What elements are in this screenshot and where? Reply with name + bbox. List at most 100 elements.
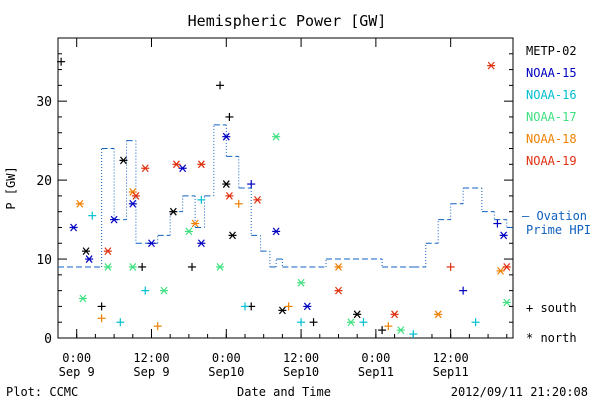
plot-credit: Plot: CCMC bbox=[6, 385, 78, 399]
x-tick-date: Sep 9 bbox=[133, 365, 169, 379]
noaa-16-south-point bbox=[240, 302, 249, 311]
noaa-15-north-point bbox=[272, 227, 281, 236]
x-tick-date: Sep10 bbox=[283, 365, 319, 379]
noaa-19-north-point bbox=[390, 310, 399, 319]
plot-timestamp: 2012/09/11 21:20:08 bbox=[451, 385, 588, 399]
x-tick-date: Sep 9 bbox=[59, 365, 95, 379]
noaa-16-south-point bbox=[359, 318, 368, 327]
noaa-19-north-point bbox=[334, 286, 343, 295]
noaa-17-north-point bbox=[103, 263, 112, 271]
noaa-17-north-point bbox=[297, 278, 306, 287]
noaa-17-north-point bbox=[502, 298, 511, 307]
metp-02-north-point bbox=[228, 231, 237, 240]
hpi-legend-line2: Prime HPI bbox=[526, 223, 591, 237]
legend-noaa-16: NOAA-16 bbox=[526, 88, 577, 102]
noaa-15-north-point bbox=[222, 132, 231, 141]
noaa-15-north-point bbox=[499, 231, 508, 240]
x-tick-time: 0:00 bbox=[212, 351, 241, 365]
noaa-18-south-point bbox=[97, 314, 106, 323]
noaa-19-north-point bbox=[131, 192, 140, 200]
noaa-15-north-point bbox=[69, 223, 78, 232]
noaa-18-south-point bbox=[153, 322, 162, 331]
metp-02-north-point bbox=[222, 180, 231, 188]
noaa-15-north-point bbox=[147, 239, 156, 248]
noaa-19-north-point bbox=[487, 61, 496, 70]
noaa-15-north-point bbox=[303, 302, 312, 311]
legend-noaa-17: NOAA-17 bbox=[526, 110, 577, 124]
x-tick-date: Sep11 bbox=[433, 365, 469, 379]
legend-metp-02: METP-02 bbox=[526, 44, 577, 58]
legend-noaa-15: NOAA-15 bbox=[526, 66, 577, 80]
noaa-17-north-point bbox=[159, 286, 168, 295]
metp-02-south-point bbox=[309, 318, 318, 327]
plot-frame bbox=[57, 37, 514, 339]
noaa-15-south-point bbox=[493, 219, 502, 228]
x-tick-time: 12:00 bbox=[283, 351, 319, 365]
legend-noaa-18: NOAA-18 bbox=[526, 132, 577, 146]
y-tick-label: 0 bbox=[44, 332, 52, 347]
noaa-15-north-point bbox=[110, 215, 119, 224]
data-points bbox=[57, 57, 511, 339]
x-tick-time: 0:00 bbox=[361, 351, 390, 365]
metp-02-south-point bbox=[57, 57, 66, 66]
noaa-19-north-point bbox=[502, 263, 511, 271]
noaa-15-north-point bbox=[85, 255, 94, 263]
noaa-18-north-point bbox=[128, 188, 137, 196]
metp-02-south-point bbox=[225, 112, 234, 121]
south-legend: + south bbox=[526, 301, 577, 315]
noaa-18-north-point bbox=[434, 310, 443, 319]
x-tick-time: 0:00 bbox=[62, 351, 91, 365]
noaa-16-south-point bbox=[297, 318, 306, 327]
noaa-15-north-point bbox=[178, 164, 187, 173]
metp-02-south-point bbox=[188, 262, 197, 271]
metp-02-north-point bbox=[82, 247, 91, 256]
noaa-16-south-point bbox=[409, 330, 418, 339]
noaa-19-north-point bbox=[172, 160, 181, 169]
metp-02-south-point bbox=[138, 262, 147, 271]
y-axis-label: P [GW] bbox=[4, 166, 18, 209]
metp-02-south-point bbox=[378, 326, 387, 335]
x-axis-label: Date and Time bbox=[237, 385, 331, 399]
ovation-hpi-series bbox=[58, 124, 513, 268]
x-tick-time: 12:00 bbox=[433, 351, 469, 365]
noaa-18-north-point bbox=[75, 199, 84, 208]
noaa-18-north-point bbox=[334, 263, 343, 271]
north-legend: * north bbox=[526, 331, 577, 345]
noaa-18-south-point bbox=[384, 322, 393, 331]
noaa-18-south-point bbox=[284, 302, 293, 311]
chart-title: Hemispheric Power [GW] bbox=[188, 12, 387, 30]
noaa-19-north-point bbox=[103, 247, 112, 256]
y-tick-label: 10 bbox=[36, 253, 52, 268]
y-axis: 0 10 20 30 bbox=[36, 37, 513, 347]
noaa-17-north-point bbox=[346, 318, 355, 327]
noaa-18-south-point bbox=[234, 199, 243, 208]
noaa-19-north-point bbox=[253, 195, 262, 204]
noaa-18-north-point bbox=[496, 267, 505, 275]
noaa-19-north-point bbox=[197, 160, 206, 169]
metp-02-south-point bbox=[216, 81, 225, 90]
noaa-19-north-point bbox=[225, 192, 234, 200]
x-tick-time: 12:00 bbox=[133, 351, 169, 365]
noaa-16-south-point bbox=[116, 318, 125, 327]
noaa-17-north-point bbox=[78, 294, 87, 303]
y-tick-label: 20 bbox=[36, 174, 52, 189]
noaa-16-south-point bbox=[471, 318, 480, 327]
legend: METP-02 NOAA-15 NOAA-16 NOAA-17 NOAA-18 NOAA-… bbox=[526, 44, 577, 168]
noaa-19-north-point bbox=[141, 164, 150, 173]
y-tick-label: 30 bbox=[36, 95, 52, 110]
noaa-17-north-point bbox=[396, 326, 405, 334]
metp-02-south-point bbox=[97, 302, 106, 311]
metp-02-north-point bbox=[353, 310, 362, 319]
noaa-19-south-point bbox=[446, 262, 455, 271]
noaa-16-south-point bbox=[197, 195, 206, 204]
noaa-15-north-point bbox=[197, 239, 206, 248]
metp-02-north-point bbox=[169, 207, 178, 216]
x-tick-date: Sep10 bbox=[208, 365, 244, 379]
metp-02-north-point bbox=[119, 156, 128, 165]
legend-noaa-19: NOAA-19 bbox=[526, 154, 577, 168]
noaa-15-north-point bbox=[128, 199, 137, 208]
x-tick-date: Sep11 bbox=[358, 365, 394, 379]
noaa-17-north-point bbox=[184, 227, 193, 236]
